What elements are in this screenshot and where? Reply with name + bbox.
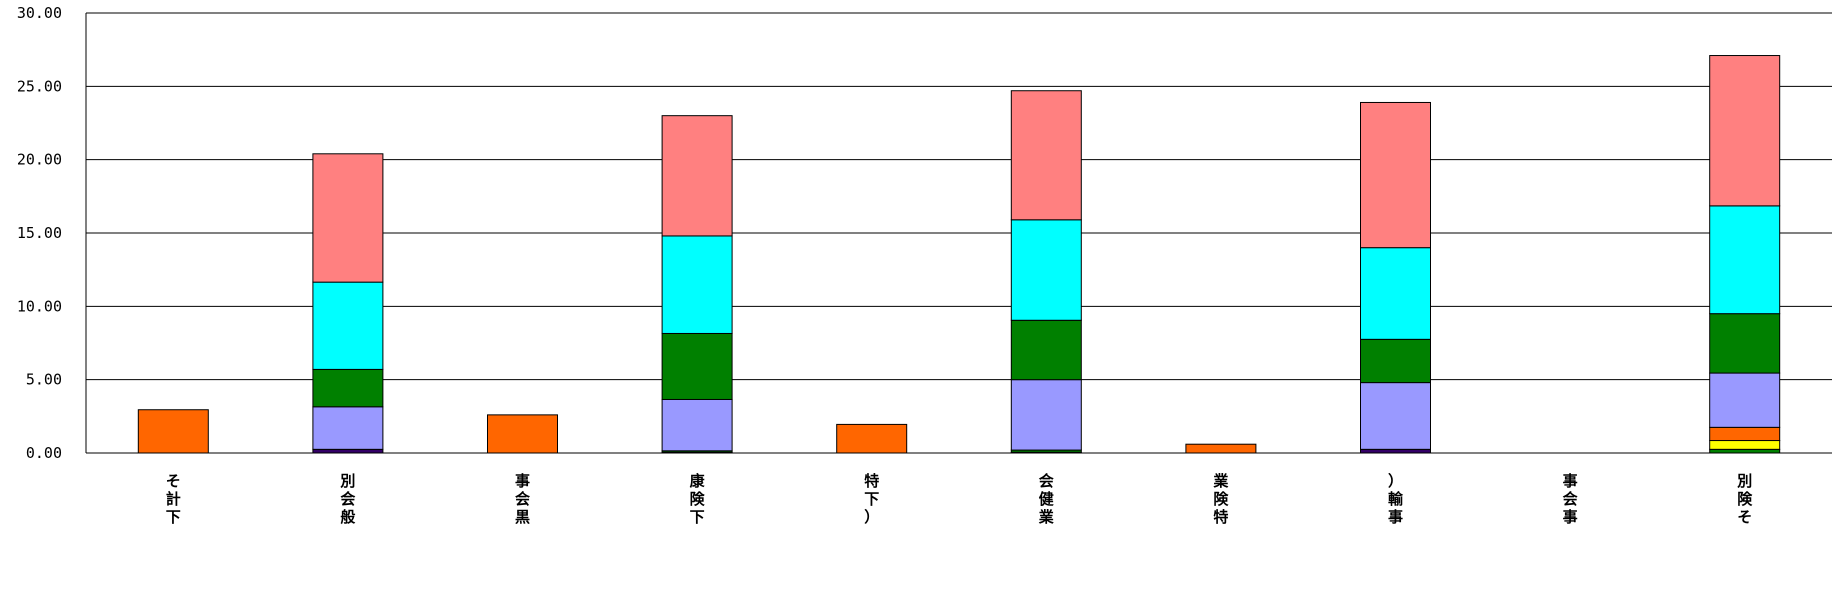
y-tick-label: 25.00 (17, 77, 62, 95)
x-tick-label: 別会般 (339, 472, 355, 526)
x-tick-label: 別険そ (1736, 472, 1753, 526)
bars (137, 55, 1781, 454)
bar-segment (661, 332, 733, 400)
bar-segment (312, 406, 384, 450)
bar-segment (1709, 448, 1781, 454)
x-tick-label: 会健業 (1038, 472, 1055, 526)
y-axis-tick-labels: 0.00 5.00 10.00 15.00 20.00 25.00 30.00 (17, 4, 62, 462)
bar-segment (1709, 372, 1781, 428)
x-tick-label: ）輸事 (1388, 472, 1404, 526)
bar-segment (1010, 219, 1082, 321)
x-tick-label: そ計下 (166, 472, 181, 526)
bar-segment (487, 414, 558, 454)
bar-segment (1360, 247, 1431, 340)
bar-segment (661, 235, 733, 334)
bar-segment (836, 423, 908, 454)
x-tick-label: 康険下 (690, 472, 706, 526)
y-tick-label: 20.00 (17, 151, 62, 169)
bar-segment (1709, 55, 1781, 207)
bar-segment (312, 448, 384, 454)
bar-segment (1709, 440, 1781, 450)
bar-segment (137, 409, 209, 454)
y-tick-label: 30.00 (17, 4, 62, 22)
bar-segment (1709, 205, 1781, 315)
bar-segment (661, 115, 733, 237)
bar-segment (1360, 382, 1431, 450)
y-tick-label: 15.00 (17, 224, 62, 242)
bar-segment (1709, 426, 1781, 442)
bar-segment (312, 153, 384, 283)
x-tick-label: 特下） (864, 472, 879, 526)
y-tick-label: 5.00 (26, 371, 62, 389)
y-tick-label: 0.00 (26, 444, 62, 462)
bar-segment (312, 281, 384, 370)
bar-segment (1010, 319, 1082, 381)
x-tick-label: 業険特 (1212, 472, 1229, 526)
x-tick-label: 事会事 (1563, 472, 1578, 526)
bar-segment (1360, 448, 1431, 454)
bar-segment (1010, 90, 1082, 221)
bar-segment (1709, 313, 1781, 374)
axes (85, 13, 1832, 454)
x-axis-tick-labels: そ計下 別会般 事会黒 康険下 特下） 会健業 業険特 ）輸事 事会事 別険そ (166, 472, 1753, 526)
x-tick-label: 事会黒 (515, 472, 530, 526)
bar-segment (661, 398, 733, 452)
bar-segment (1185, 443, 1257, 454)
bar-segment (312, 368, 384, 408)
bar-segment (1010, 379, 1082, 451)
bar-segment (1360, 101, 1431, 249)
bar-segment (1360, 338, 1431, 384)
y-tick-label: 10.00 (17, 297, 62, 315)
